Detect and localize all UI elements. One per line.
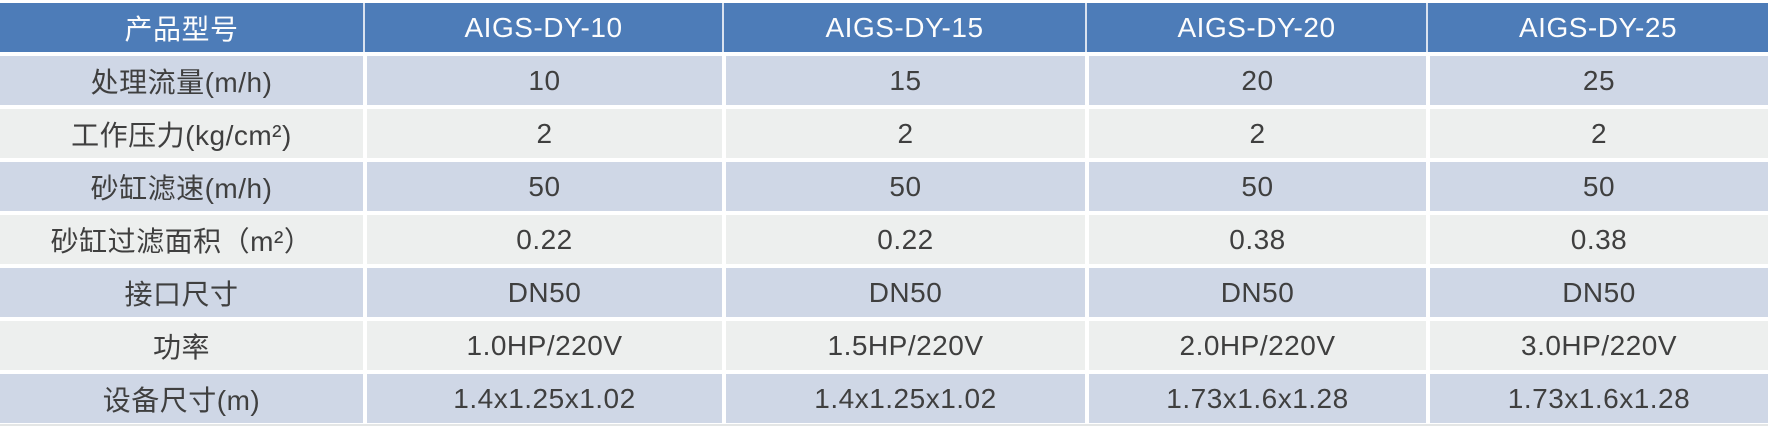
cell-filter-speed-4: 50 bbox=[1426, 162, 1768, 211]
cell-equipment-size-1: 1.4x1.25x1.02 bbox=[363, 374, 722, 423]
cell-filter-area-4: 0.38 bbox=[1426, 215, 1768, 264]
row-label-equipment-size: 设备尺寸(m) bbox=[0, 374, 363, 423]
row-label-interface-size: 接口尺寸 bbox=[0, 268, 363, 317]
cell-filter-speed-1: 50 bbox=[363, 162, 722, 211]
header-cell-model-1: AIGS-DY-10 bbox=[363, 3, 722, 52]
cell-working-pressure-4: 2 bbox=[1426, 109, 1768, 158]
cell-equipment-size-2: 1.4x1.25x1.02 bbox=[722, 374, 1085, 423]
cell-power-3: 2.0HP/220V bbox=[1085, 321, 1426, 370]
cell-power-1: 1.0HP/220V bbox=[363, 321, 722, 370]
cell-flow-rate-4: 25 bbox=[1426, 56, 1768, 105]
cell-interface-size-4: DN50 bbox=[1426, 268, 1768, 317]
row-label-flow-rate: 处理流量(m/h) bbox=[0, 56, 363, 105]
cell-filter-speed-2: 50 bbox=[722, 162, 1085, 211]
row-label-working-pressure: 工作压力(kg/cm²) bbox=[0, 109, 363, 158]
cell-power-2: 1.5HP/220V bbox=[722, 321, 1085, 370]
cell-flow-rate-3: 20 bbox=[1085, 56, 1426, 105]
cell-interface-size-3: DN50 bbox=[1085, 268, 1426, 317]
cell-filter-area-2: 0.22 bbox=[722, 215, 1085, 264]
row-label-filter-area: 砂缸过滤面积（m²） bbox=[0, 215, 363, 264]
header-cell-model-2: AIGS-DY-15 bbox=[722, 3, 1085, 52]
cell-filter-area-1: 0.22 bbox=[363, 215, 722, 264]
cell-flow-rate-1: 10 bbox=[363, 56, 722, 105]
row-label-power: 功率 bbox=[0, 321, 363, 370]
header-cell-model-4: AIGS-DY-25 bbox=[1426, 3, 1768, 52]
cell-interface-size-1: DN50 bbox=[363, 268, 722, 317]
table-bottom-divider bbox=[0, 424, 1768, 426]
row-label-filter-speed: 砂缸滤速(m/h) bbox=[0, 162, 363, 211]
header-cell-row-label: 产品型号 bbox=[0, 3, 363, 52]
cell-equipment-size-3: 1.73x1.6x1.28 bbox=[1085, 374, 1426, 423]
cell-working-pressure-1: 2 bbox=[363, 109, 722, 158]
header-cell-model-3: AIGS-DY-20 bbox=[1085, 3, 1426, 52]
cell-equipment-size-4: 1.73x1.6x1.28 bbox=[1426, 374, 1768, 423]
cell-working-pressure-3: 2 bbox=[1085, 109, 1426, 158]
cell-working-pressure-2: 2 bbox=[722, 109, 1085, 158]
cell-flow-rate-2: 15 bbox=[722, 56, 1085, 105]
cell-power-4: 3.0HP/220V bbox=[1426, 321, 1768, 370]
cell-filter-speed-3: 50 bbox=[1085, 162, 1426, 211]
cell-filter-area-3: 0.38 bbox=[1085, 215, 1426, 264]
cell-interface-size-2: DN50 bbox=[722, 268, 1085, 317]
